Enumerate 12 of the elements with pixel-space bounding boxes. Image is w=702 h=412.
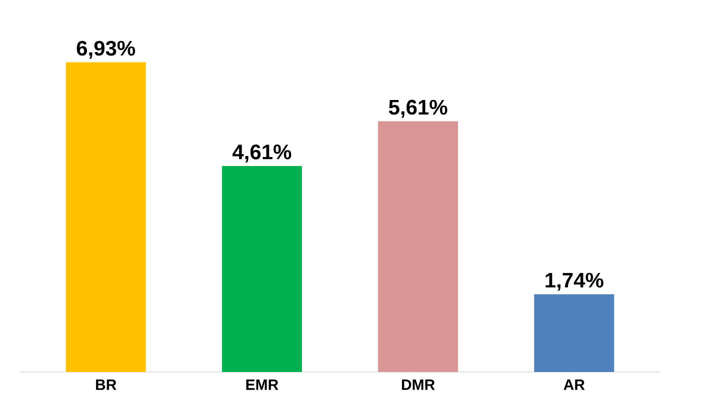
data-label: 5,61% <box>388 100 448 118</box>
bar <box>222 166 302 372</box>
bar <box>378 121 458 372</box>
x-tick-label: EMR <box>246 380 278 390</box>
data-label: 6,93% <box>76 40 136 59</box>
x-tick-label: BR <box>96 380 116 390</box>
x-tick-label: DMR <box>402 380 435 390</box>
data-label: 1,74% <box>546 272 604 291</box>
bar <box>66 62 146 372</box>
bar <box>534 294 614 372</box>
x-tick-label: AR <box>564 380 585 390</box>
data-label: 4,61% <box>232 144 292 162</box>
